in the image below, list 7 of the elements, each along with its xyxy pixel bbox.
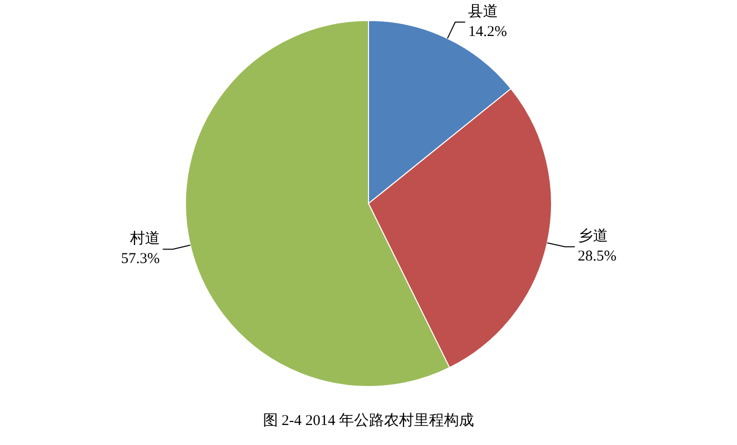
slice-label: 县道	[468, 3, 498, 20]
slice-label: 乡道	[578, 228, 608, 245]
data-label: 57.3%	[121, 251, 160, 268]
text: 图 2-4 2014 年公路农村里程构成	[262, 412, 474, 429]
slice-label: 村道	[128, 230, 160, 248]
data-label: 28.5%	[578, 248, 617, 265]
data-label: 14.2%	[468, 24, 507, 40]
